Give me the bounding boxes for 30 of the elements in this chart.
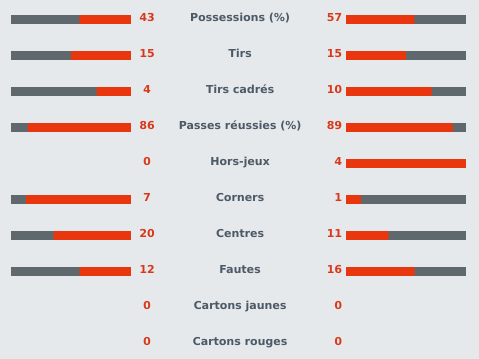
data-label: 20: [138, 227, 156, 240]
category-label: Tirs cadrés: [204, 83, 276, 96]
category-label: Passes réussies (%): [178, 119, 302, 132]
category-label: Cartons rouges: [192, 335, 288, 348]
category-label: Fautes: [218, 263, 262, 276]
data-label: 4: [142, 83, 152, 96]
data-label: 86: [138, 119, 156, 132]
data-label: 0: [333, 299, 342, 312]
data-label: 89: [326, 119, 342, 132]
data-label: 0: [333, 335, 342, 348]
data-label: 7: [142, 191, 152, 204]
data-label: 10: [326, 83, 342, 96]
data-label: 16: [326, 263, 342, 276]
category-label: Corners: [214, 191, 266, 204]
data-label: 1: [333, 191, 342, 204]
data-label: 0: [142, 335, 152, 348]
data-label: 43: [138, 11, 156, 24]
data-label: 0: [142, 299, 152, 312]
data-label: 11: [326, 227, 342, 240]
data-label: 15: [138, 47, 156, 60]
category-label: Possessions (%): [189, 11, 291, 24]
data-label: 15: [326, 47, 342, 60]
data-label: 0: [142, 155, 152, 168]
data-label: 57: [326, 11, 342, 24]
category-label: Hors-jeux: [209, 155, 271, 168]
category-label: Tirs: [227, 47, 253, 60]
category-label: Cartons jaunes: [192, 299, 288, 312]
data-label: 12: [138, 263, 156, 276]
data-label: 4: [333, 155, 342, 168]
category-label: Centres: [214, 227, 266, 240]
